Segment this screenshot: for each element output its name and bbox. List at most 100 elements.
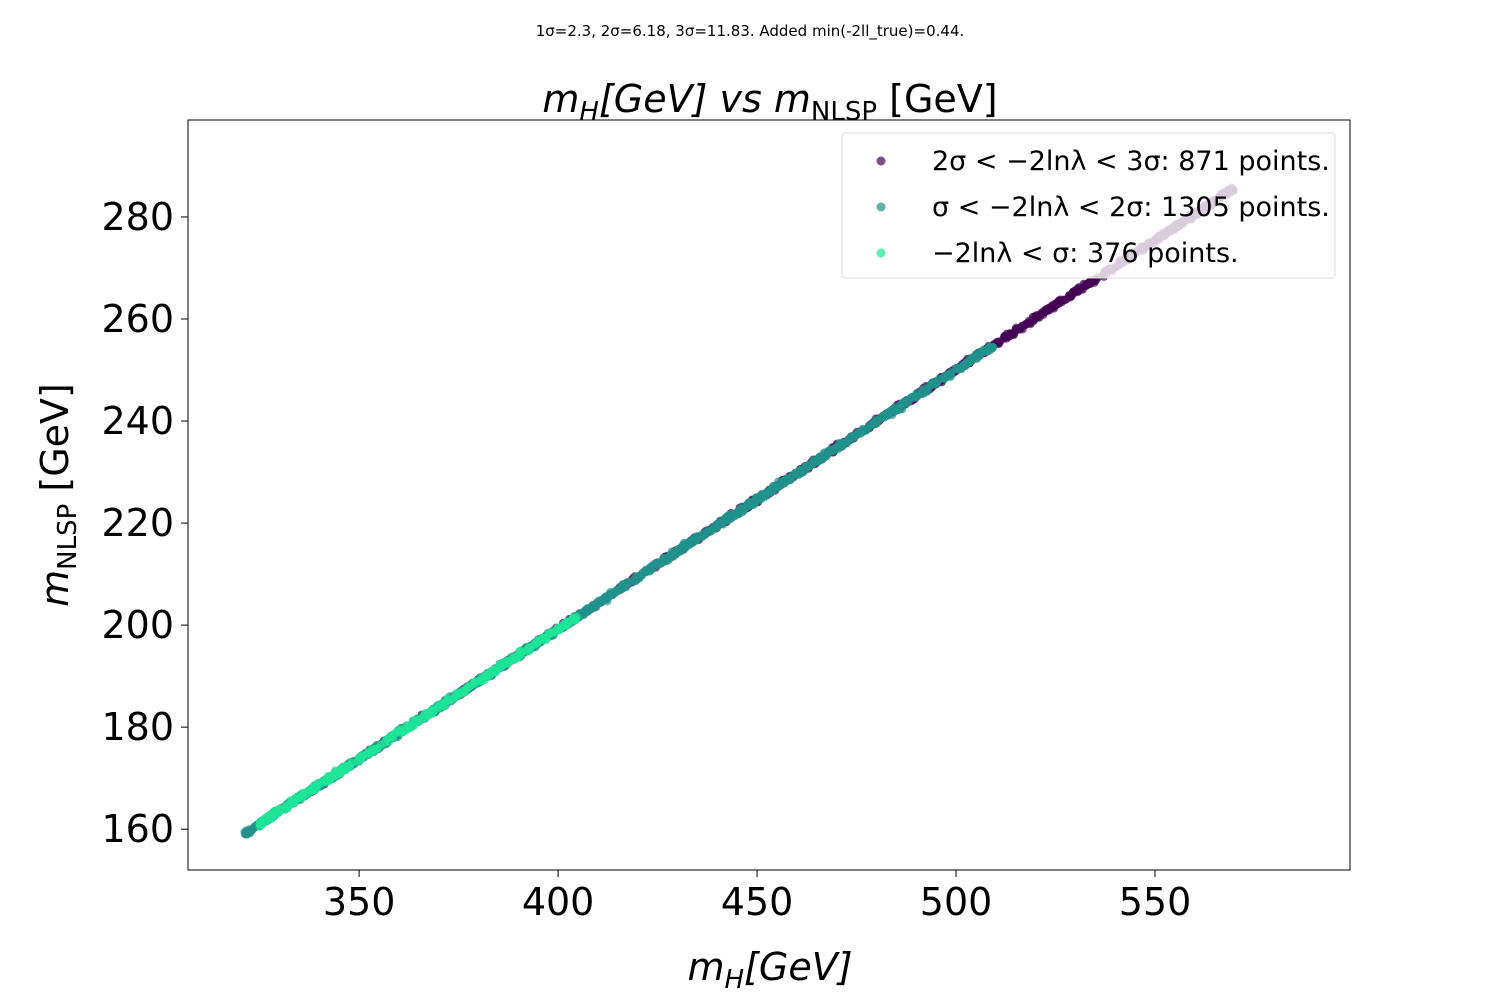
scatter-point-series-1 bbox=[854, 428, 863, 438]
scatter-point-series-2 bbox=[354, 754, 363, 763]
scatter-point-series-1 bbox=[872, 416, 882, 425]
scatter-point-series-2 bbox=[468, 680, 477, 689]
scatter-point-series-2 bbox=[330, 772, 339, 781]
scatter-point-series-2 bbox=[346, 760, 355, 769]
scatter-point-series-0 bbox=[1087, 277, 1096, 286]
x-tick-label: 350 bbox=[323, 880, 396, 924]
y-tick-label: 200 bbox=[101, 603, 174, 647]
scatter-point-series-2 bbox=[418, 714, 428, 723]
ylabel-unit: [GeV] bbox=[33, 383, 77, 504]
scatter-point-series-1 bbox=[756, 492, 766, 501]
scatter-point-series-2 bbox=[268, 811, 277, 820]
scatter-point-series-2 bbox=[552, 626, 561, 636]
scatter-point-series-1 bbox=[839, 438, 849, 448]
scatter-point-series-1 bbox=[794, 470, 803, 479]
scatter-point-series-0 bbox=[1024, 319, 1033, 328]
legend-label-2sigma: σ < −2lnλ < 2σ: 1305 points. bbox=[932, 192, 1330, 223]
scatter-point-series-0 bbox=[1057, 298, 1066, 307]
scatter-point-series-1 bbox=[699, 531, 708, 540]
scatter-point-series-0 bbox=[1047, 301, 1057, 310]
x-axis-label: mH[GeV] bbox=[687, 945, 852, 995]
scatter-point-series-1 bbox=[831, 443, 841, 452]
y-axis-label: mNLSP [GeV] bbox=[33, 383, 83, 607]
scatter-point-series-2 bbox=[408, 716, 417, 726]
scatter-point-series-2 bbox=[524, 646, 534, 656]
scatter-point-series-2 bbox=[476, 676, 485, 686]
scatter-point-series-1 bbox=[961, 361, 970, 371]
y-tick-label: 260 bbox=[101, 297, 174, 341]
scatter-point-series-1 bbox=[240, 827, 249, 837]
legend-marker-3sigma bbox=[876, 156, 886, 166]
scatter-point-series-1 bbox=[598, 596, 607, 605]
scatter-point-series-2 bbox=[340, 765, 350, 775]
scatter-point-series-2 bbox=[373, 743, 383, 753]
legend-marker-2sigma bbox=[876, 202, 886, 212]
ylabel-m: m bbox=[33, 570, 77, 607]
scatter-point-series-1 bbox=[976, 347, 985, 357]
scatter-point-series-1 bbox=[954, 365, 963, 374]
scatter-point-series-2 bbox=[406, 723, 415, 732]
scatter-point-series-2 bbox=[459, 686, 468, 695]
scatter-point-series-2 bbox=[564, 618, 574, 627]
scatter-point-series-1 bbox=[912, 391, 921, 401]
scatter-point-series-2 bbox=[445, 695, 454, 705]
scatter-point-series-2 bbox=[498, 660, 507, 669]
scatter-point-series-2 bbox=[312, 784, 322, 793]
scatter-point-series-2 bbox=[483, 670, 492, 679]
scatter-point-series-1 bbox=[742, 502, 751, 512]
scatter-point-series-1 bbox=[692, 532, 702, 541]
scatter-point-series-1 bbox=[900, 397, 909, 407]
legend-label-1sigma: −2lnλ < σ: 376 points. bbox=[932, 238, 1239, 269]
scatter-point-series-2 bbox=[364, 749, 373, 758]
scatter-point-series-1 bbox=[674, 546, 684, 555]
scatter-point-series-0 bbox=[1011, 323, 1021, 333]
scatter-point-series-1 bbox=[804, 462, 814, 471]
legend-label-3sigma: 2σ < −2lnλ < 3σ: 871 points. bbox=[932, 146, 1330, 177]
x-tick-label: 400 bbox=[522, 880, 595, 924]
x-axis-ticks: 350 400 450 500 550 bbox=[323, 870, 1191, 924]
title-nlsp-unit: [GeV] bbox=[877, 77, 998, 121]
scatter-point-series-1 bbox=[768, 483, 778, 492]
scatter-point-series-1 bbox=[885, 407, 894, 416]
xlabel-unit: [GeV] bbox=[744, 945, 852, 989]
chart-suptitle: 1σ=2.3, 2σ=6.18, 3σ=11.83. Added min(-2l… bbox=[536, 22, 965, 41]
scatter-point-series-2 bbox=[319, 778, 328, 787]
scatter-point-series-2 bbox=[429, 704, 438, 714]
scatter-point-series-2 bbox=[532, 638, 541, 647]
scatter-point-series-2 bbox=[257, 818, 266, 827]
scatter-point-series-1 bbox=[721, 513, 730, 523]
y-axis-ticks: 160 180 200 220 240 260 280 bbox=[101, 195, 188, 851]
x-tick-label: 500 bbox=[920, 880, 993, 924]
scatter-point-series-1 bbox=[660, 553, 669, 563]
xlabel-subscript: H bbox=[724, 965, 744, 995]
scatter-point-series-1 bbox=[941, 372, 950, 381]
y-tick-label: 220 bbox=[101, 501, 174, 545]
scatter-point-series-1 bbox=[713, 520, 722, 529]
scatter-point-series-1 bbox=[778, 476, 787, 486]
legend: 2σ < −2lnλ < 3σ: 871 points. σ < −2lnλ <… bbox=[841, 132, 1336, 279]
scatter-point-series-2 bbox=[397, 725, 407, 735]
scatter-point-series-2 bbox=[452, 689, 461, 698]
title-m-h: m bbox=[542, 77, 579, 121]
scatter-point-series-0 bbox=[1007, 330, 1017, 339]
x-tick-label: 450 bbox=[721, 880, 794, 924]
y-tick-label: 280 bbox=[101, 195, 174, 239]
scatter-point-series-1 bbox=[809, 456, 818, 466]
y-tick-label: 180 bbox=[101, 705, 174, 749]
scatter-point-series-0 bbox=[1069, 287, 1079, 296]
y-tick-label: 240 bbox=[101, 399, 174, 443]
scatter-point-series-2 bbox=[286, 798, 295, 808]
scatter-point-series-2 bbox=[516, 648, 525, 657]
scatter-point-series-1 bbox=[634, 572, 644, 581]
scatter-point-series-2 bbox=[381, 738, 390, 747]
scatter-point-series-1 bbox=[588, 602, 597, 611]
title-h-unit: [GeV] vs bbox=[599, 77, 774, 121]
scatter-point-series-1 bbox=[645, 567, 654, 576]
scatter-point-series-2 bbox=[300, 788, 310, 797]
y-tick-label: 160 bbox=[101, 807, 174, 851]
scatter-point-series-1 bbox=[878, 412, 888, 421]
ylabel-subscript: NLSP bbox=[53, 504, 83, 570]
scatter-point-series-1 bbox=[686, 538, 696, 547]
scatter-point-series-1 bbox=[611, 587, 620, 596]
